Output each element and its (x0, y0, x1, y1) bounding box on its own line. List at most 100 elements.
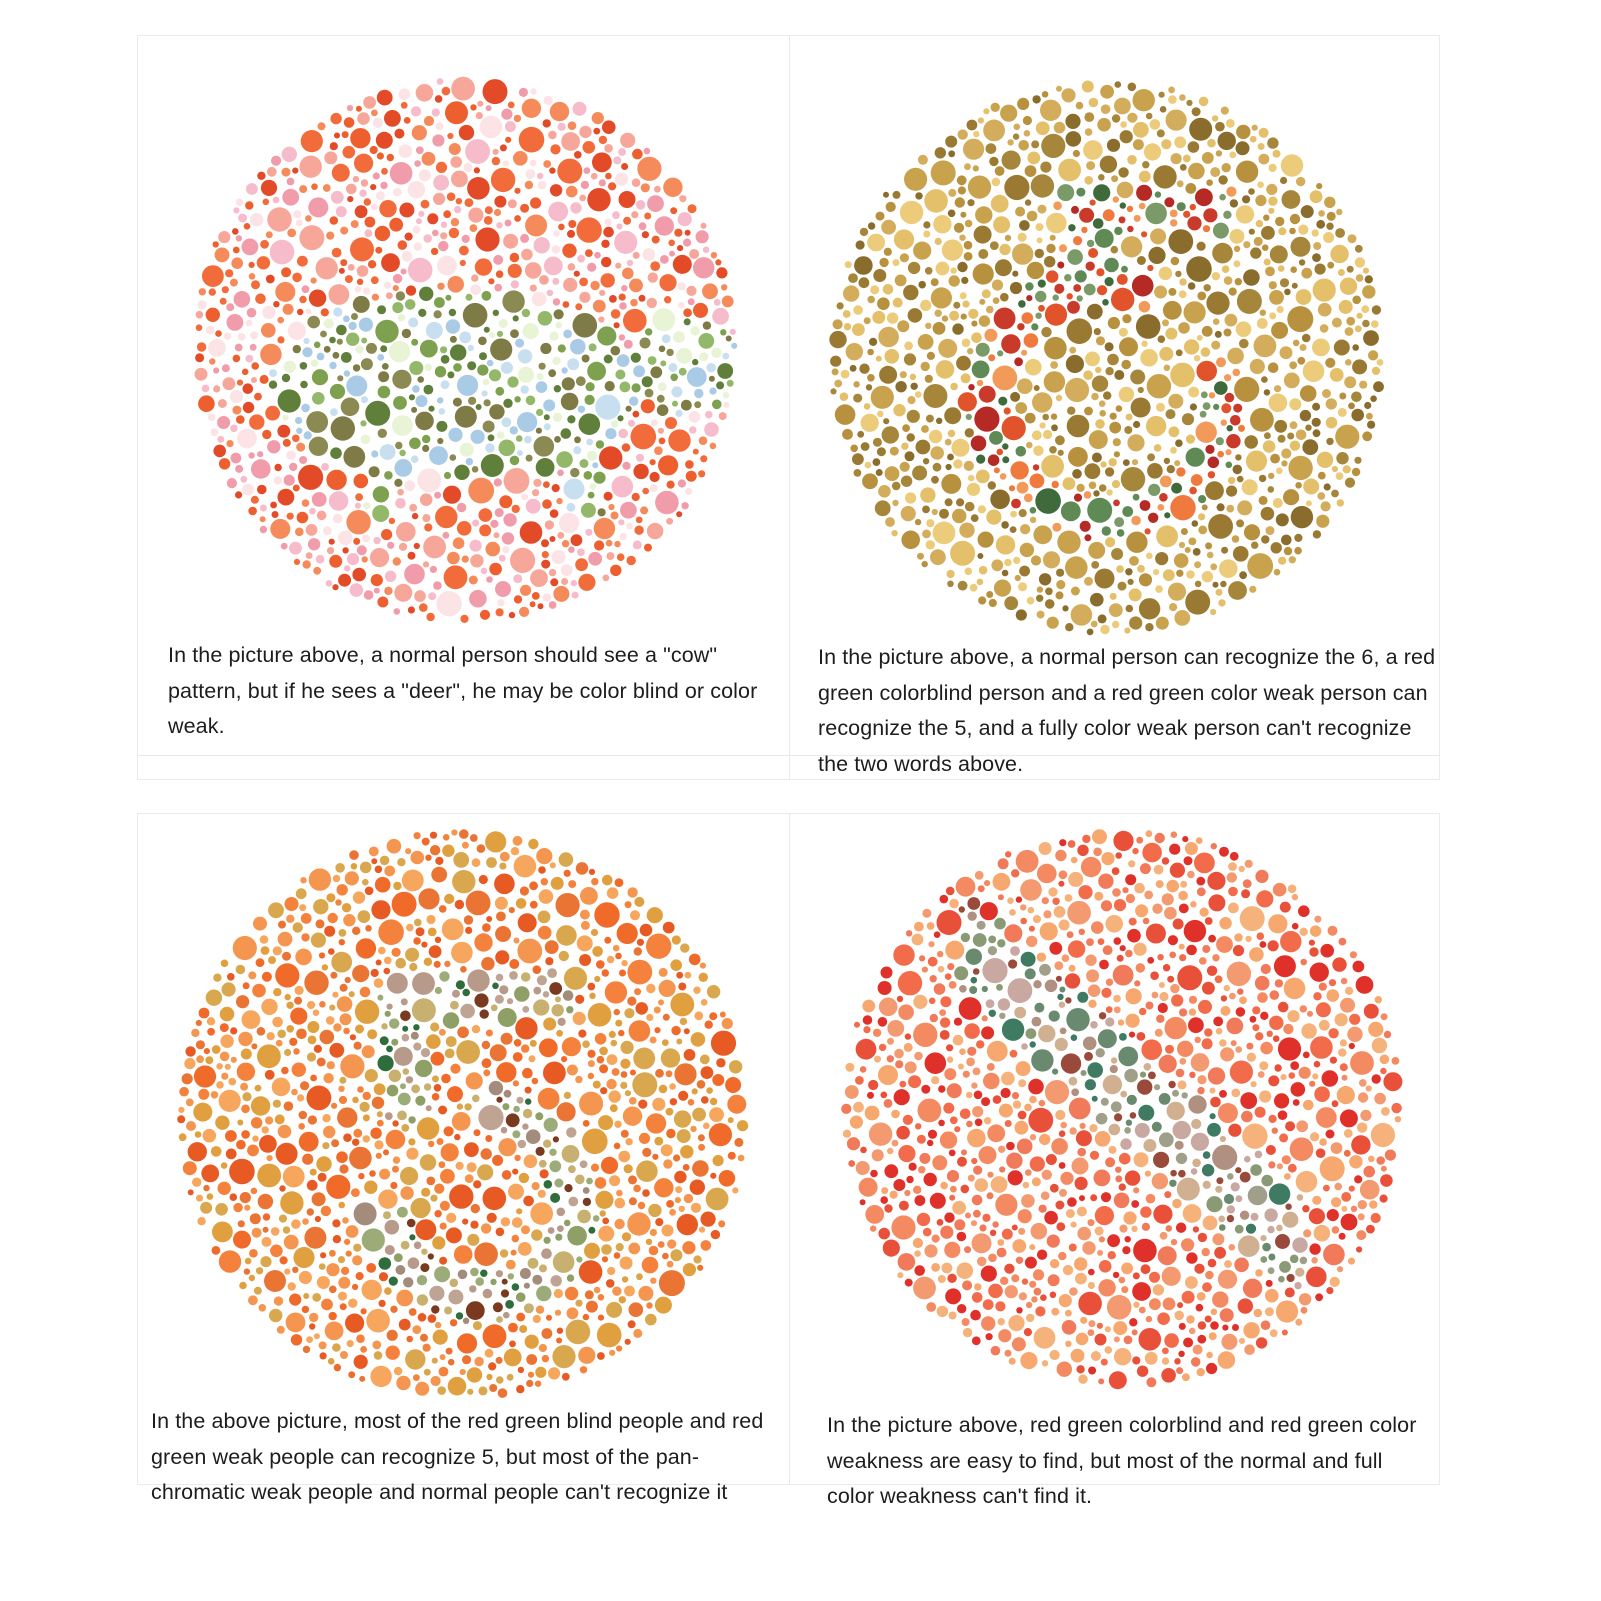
plate-dot (683, 308, 692, 317)
plate-dot (575, 994, 585, 1004)
plate-dot (570, 534, 583, 547)
plate-dot (1151, 1121, 1162, 1132)
plate-dot (1268, 207, 1275, 214)
plate-dot (567, 1225, 587, 1246)
plate-dot (1340, 997, 1355, 1013)
plate-dot (426, 914, 436, 925)
plate-dot (614, 1120, 622, 1128)
plate-dot (433, 1084, 442, 1092)
plate-dot (1109, 592, 1117, 600)
plate-dot (1055, 394, 1063, 402)
plate-dot (480, 567, 488, 575)
plate-dot (179, 1086, 189, 1097)
plate-dot (1035, 121, 1050, 136)
plate-dot (674, 1197, 681, 1204)
plate-dot (377, 385, 391, 399)
plate-dot (277, 389, 301, 413)
plate-dot (836, 302, 844, 310)
plate-dot (1303, 478, 1320, 495)
plate-dot (1351, 391, 1362, 403)
plate-dot (1287, 1010, 1300, 1023)
plate-dot (529, 284, 537, 292)
plate-dot (1341, 1192, 1352, 1202)
plate-dot (914, 921, 924, 932)
plate-dot (1320, 943, 1334, 958)
plate-dot (596, 960, 605, 969)
plate-dot (1305, 424, 1312, 431)
plate-dot (468, 396, 477, 405)
plate-dot (1239, 571, 1247, 580)
plate-dot (349, 583, 364, 597)
plate-dot (453, 1245, 473, 1264)
plate-dot (473, 1180, 482, 1189)
plate-dot (543, 1061, 566, 1085)
plate-dot (1179, 1058, 1187, 1065)
plate-dot (654, 1178, 674, 1198)
plate-dot (556, 1327, 564, 1334)
plate-dot (855, 1076, 864, 1085)
plate-dot (963, 138, 985, 160)
plate-dot (609, 1175, 621, 1187)
plate-dot (983, 1117, 992, 1125)
plate-dot (584, 1242, 600, 1259)
plate-dot (561, 367, 568, 374)
plate-dot (333, 1363, 342, 1372)
plate-dot (456, 502, 467, 513)
plate-dot (939, 1009, 946, 1016)
plate-dot (489, 1384, 498, 1392)
plate-dot (859, 363, 870, 374)
plate-dot (330, 112, 342, 125)
plate-dot (947, 209, 956, 218)
plate-dot (410, 850, 425, 865)
plate-dot (574, 436, 581, 444)
plate-dot (1311, 417, 1321, 427)
plate-dot (249, 1213, 261, 1225)
plate-dot (492, 148, 499, 155)
plate-dot (336, 884, 348, 896)
plate-dot (899, 461, 910, 472)
plate-dot (971, 1233, 992, 1254)
plate-dot (383, 967, 391, 975)
plate-dot (1216, 936, 1233, 953)
plate-dot (299, 362, 308, 370)
plate-dot (438, 1161, 446, 1169)
plate-dot (1201, 1038, 1213, 1050)
plate-dot (532, 489, 540, 497)
plate-dot (298, 1131, 319, 1152)
plate-dot (500, 1217, 511, 1227)
plate-dot (1113, 499, 1120, 507)
plate-dot (972, 1067, 981, 1076)
plate-dot (1028, 1078, 1044, 1095)
plate-dot (1161, 1357, 1170, 1365)
plate-dot (520, 203, 530, 213)
plate-dot (1170, 983, 1180, 994)
plate-dot (260, 179, 278, 196)
plate-dot (561, 578, 569, 585)
plate-dot (508, 1183, 524, 1200)
plate-dot (1183, 919, 1207, 943)
plate-dot (917, 334, 934, 350)
plate-dot (1088, 541, 1106, 559)
plate-dot (728, 1060, 743, 1074)
plate-dot (510, 280, 520, 289)
plate-dot (449, 454, 457, 461)
plate-dot (1206, 1362, 1218, 1375)
plate-dot (1098, 1378, 1105, 1385)
plate-dot (292, 434, 300, 443)
plate-dot (860, 442, 870, 451)
plate-dot (324, 151, 338, 165)
plate-dot (1090, 1351, 1101, 1361)
plate-dot (1271, 1127, 1278, 1134)
plate-dot (1015, 609, 1027, 621)
plate-dot (1091, 392, 1099, 401)
plate-dot (949, 898, 959, 909)
plate-dot (1197, 1075, 1207, 1085)
plate-dot (195, 1019, 202, 1026)
plate-dot (1241, 479, 1258, 496)
plate-dot (960, 373, 971, 384)
plate-dot (400, 101, 408, 109)
plate-dot (644, 543, 652, 552)
plate-dot (248, 452, 255, 459)
plate-dot (290, 1334, 303, 1346)
plate-dot (1298, 224, 1309, 235)
